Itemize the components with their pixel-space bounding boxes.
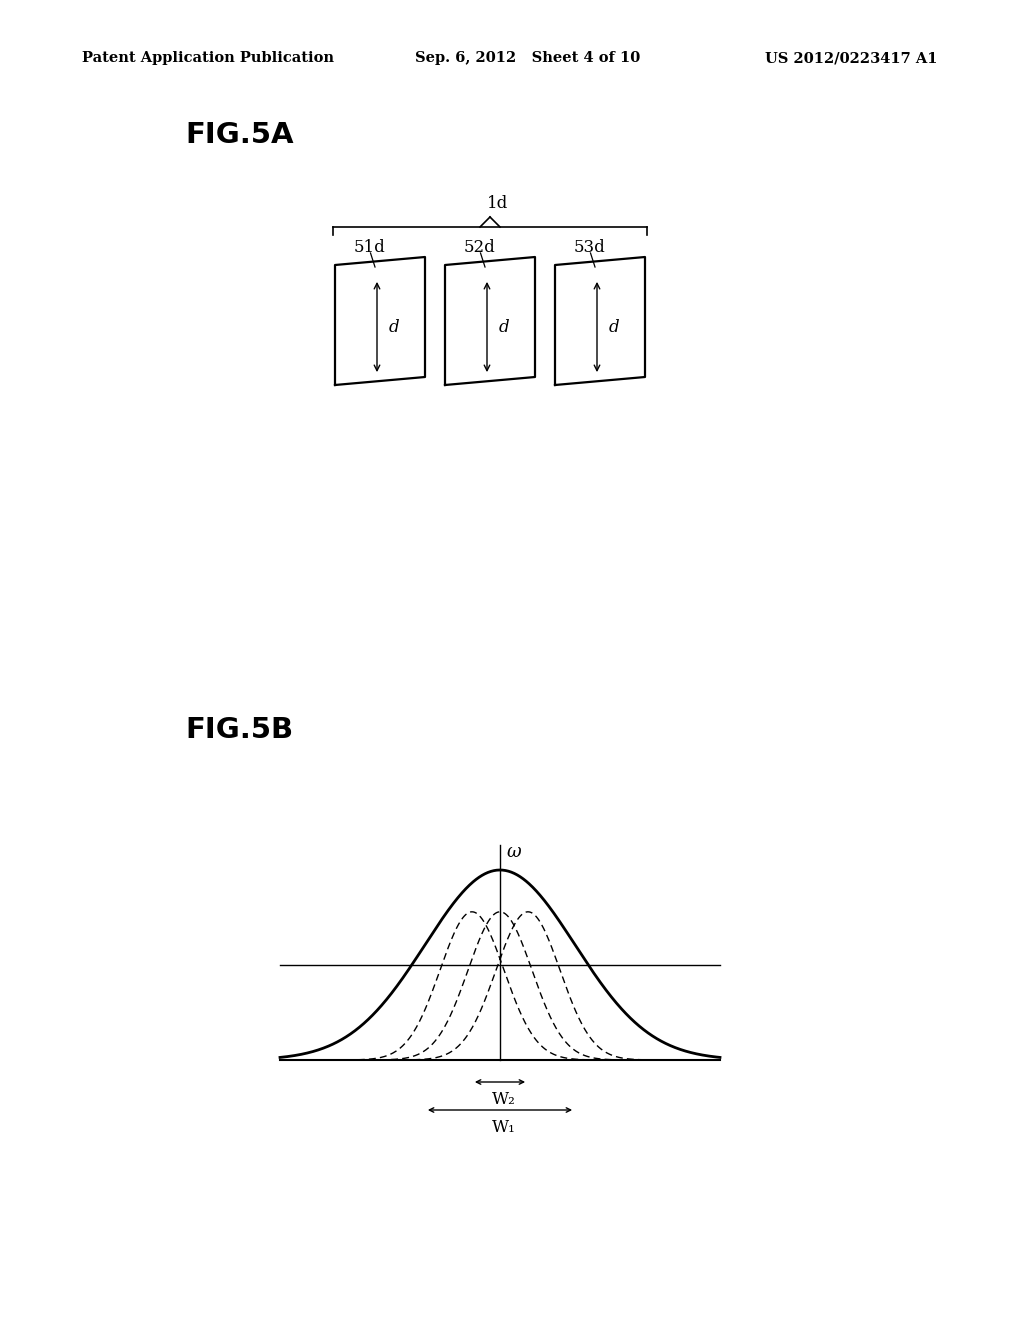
Text: 51d: 51d — [354, 239, 386, 256]
Text: 1d: 1d — [487, 195, 509, 213]
Text: d: d — [389, 318, 399, 335]
Text: US 2012/0223417 A1: US 2012/0223417 A1 — [765, 51, 938, 65]
Text: FIG.5A: FIG.5A — [185, 121, 294, 149]
Text: Sep. 6, 2012   Sheet 4 of 10: Sep. 6, 2012 Sheet 4 of 10 — [415, 51, 640, 65]
Text: 52d: 52d — [464, 239, 496, 256]
Text: FIG.5B: FIG.5B — [185, 715, 293, 744]
Text: Patent Application Publication: Patent Application Publication — [82, 51, 334, 65]
Text: ω: ω — [506, 843, 520, 861]
Text: W₁: W₁ — [493, 1118, 516, 1135]
Text: 53d: 53d — [574, 239, 606, 256]
Text: W₂: W₂ — [493, 1090, 516, 1107]
Text: d: d — [499, 318, 510, 335]
Text: d: d — [609, 318, 620, 335]
